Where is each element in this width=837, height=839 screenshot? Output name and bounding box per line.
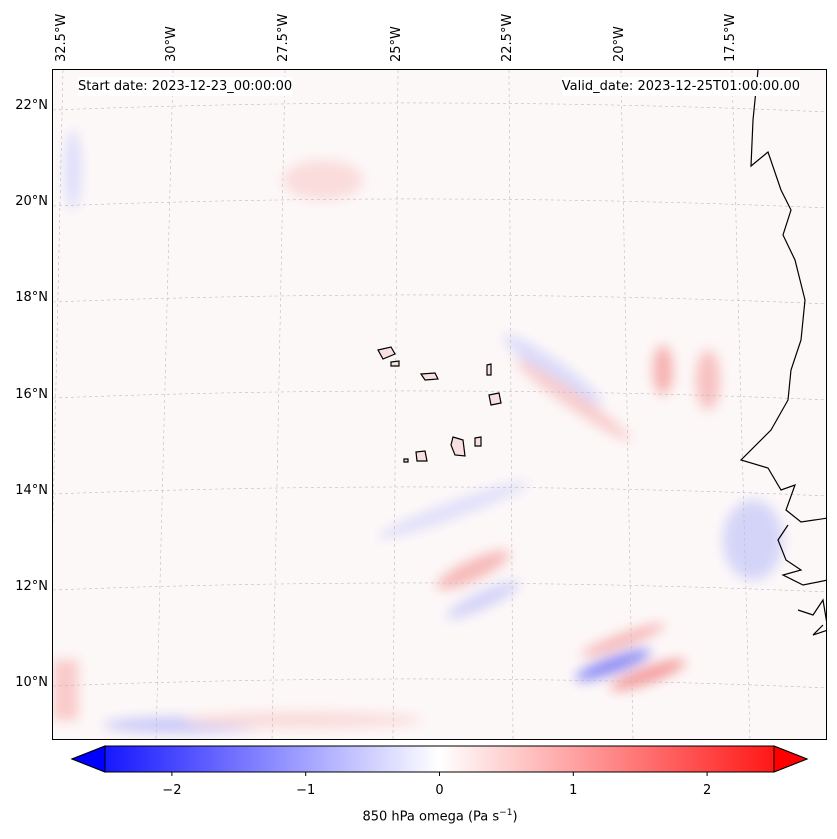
lon-label: 27.5°W (276, 13, 291, 62)
lon-label: 32.5°W (54, 13, 69, 62)
colorbar-tick-label: 0 (435, 783, 444, 798)
colorbar (70, 745, 809, 776)
colorbar-label-end: ) (512, 809, 518, 825)
colorbar-label-text: 850 hPa omega (Pa s (362, 809, 500, 825)
coastline (739, 70, 826, 636)
gridlines (53, 70, 826, 739)
colorbar-gradient (70, 745, 809, 773)
colorbar-min-extend (70, 745, 106, 773)
lat-label: 20°N (15, 194, 48, 209)
colorbar-tick-label: −2 (162, 783, 182, 798)
lon-label: 20°W (612, 26, 627, 62)
lat-label: 12°N (15, 579, 48, 594)
lat-label: 16°N (15, 387, 48, 402)
lon-label: 17.5°W (723, 13, 738, 62)
colorbar-label-sup: −1 (499, 808, 513, 818)
lat-label: 22°N (15, 98, 48, 113)
colorbar-tick-label: −1 (296, 783, 316, 798)
omega-field (53, 70, 826, 739)
lat-label: 10°N (15, 675, 48, 690)
valid-date-annotation: Valid_date: 2023-12-25T01:00:00.00 (561, 77, 800, 96)
lon-label: 30°W (164, 26, 179, 62)
lon-label: 25°W (389, 26, 404, 62)
lat-label: 14°N (15, 483, 48, 498)
colorbar-max-extend (773, 745, 809, 773)
start-date-annotation: Start date: 2023-12-23_00:00:00 (78, 77, 293, 96)
lat-label: 18°N (15, 290, 48, 305)
omega-contours (53, 130, 783, 733)
map-panel: Start date: 2023-12-23_00:00:00 Valid_da… (52, 69, 827, 740)
colorbar-tick-label: 2 (702, 783, 712, 798)
cape-verde-islands (377, 346, 502, 463)
colorbar-tick-label: 1 (569, 783, 578, 798)
lon-label: 22.5°W (500, 13, 515, 62)
colorbar-label: 850 hPa omega (Pa s−1) (0, 808, 837, 824)
